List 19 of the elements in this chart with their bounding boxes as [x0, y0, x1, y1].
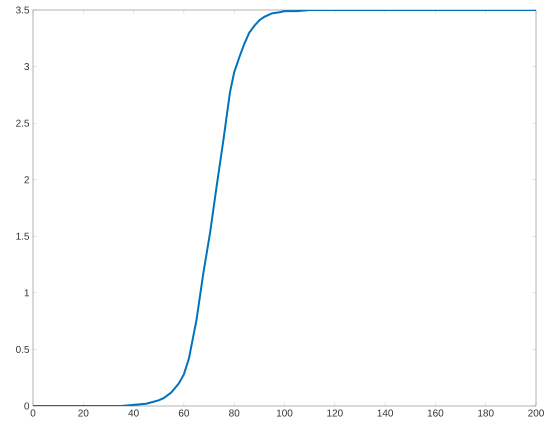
x-tick-label: 60 — [178, 410, 190, 417]
y-tick-label: 1.5 — [16, 232, 30, 240]
x-tick-label: 160 — [428, 410, 444, 417]
y-tick-label: 2 — [24, 176, 29, 184]
x-tick-label: 80 — [229, 410, 240, 417]
x-tick-label: 120 — [327, 410, 343, 417]
x-tick-label: 0 — [30, 410, 36, 417]
y-tick-label: 2.5 — [16, 120, 30, 127]
x-tick-label: 100 — [276, 410, 292, 417]
x-tick-label: 40 — [128, 410, 139, 417]
x-tick-label: 200 — [528, 410, 544, 417]
y-tick-label: 1 — [24, 289, 29, 296]
y-tick-label: 0 — [24, 402, 30, 410]
y-tick-label: 3.5 — [16, 6, 30, 14]
x-tick-label: 180 — [478, 410, 494, 417]
x-tick-label: 20 — [78, 410, 88, 417]
y-tick-label: 3 — [24, 63, 30, 70]
y-tick-label: 0.5 — [16, 346, 30, 353]
x-tick-label: 140 — [378, 410, 394, 417]
